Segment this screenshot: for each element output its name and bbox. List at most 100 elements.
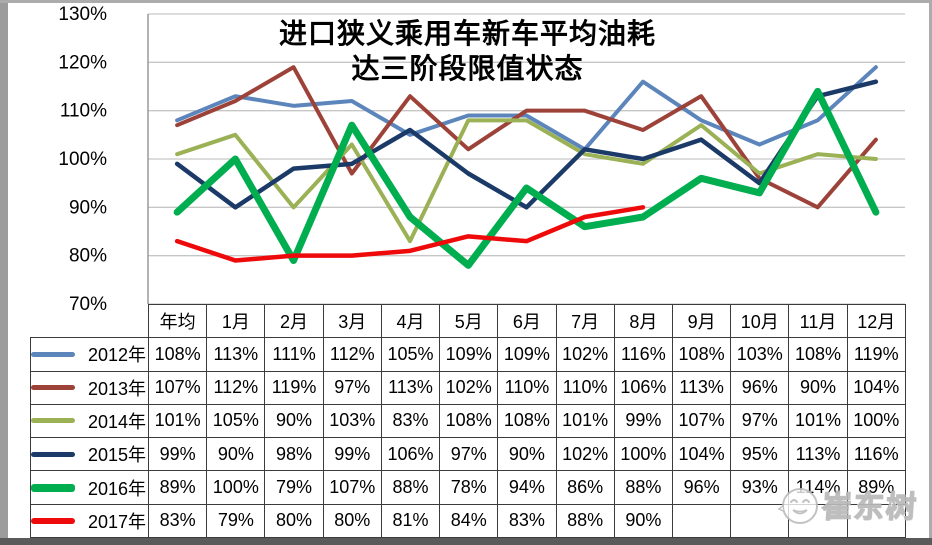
table-cell: 113% [380,370,441,405]
table-cell: 80% [264,503,324,539]
table-cell: 107% [671,403,732,439]
table-cell: 94% [497,470,557,505]
series-line-2015年 [174,79,879,210]
table-cell: 113% [206,337,266,372]
table-cell: 90% [206,437,266,472]
table-cell: 100% [846,403,906,439]
legend-line-swatch [31,385,75,391]
y-axis-tick-label: 100% [58,149,107,170]
table-row-2014年: 2014年 101% 105% 90% 103% 83% 108% 108% 101% 99% 10… [30,403,906,439]
x-axis-header-row: 年均 1月 2月 3月 4月 5月 6月 7月 8月 9月 10月 11月 12月 [31,303,906,339]
table-cell: 108% [788,337,848,372]
table-cell: 90% [613,503,673,539]
y-axis-tick-label: 130% [58,4,107,25]
table-cell: 103% [730,337,790,372]
table-cell: 102% [439,370,499,405]
table-row-2016年: 2016年 89% 100% 79% 107% 88% 78% 94% 86% 88% 96% 93%… [30,470,906,505]
table-cell: 119% [264,370,324,405]
table-cell: 83% [147,503,208,539]
table-cell: 96% [671,470,732,505]
table-cell: 88% [555,503,615,539]
chart-title-line2: 达三阶段限值状态 [351,53,584,84]
table-row-2013年: 2013年 107% 112% 119% 97% 113% 102% 110% 110% 106%… [30,370,906,405]
x-axis-category-header: 9月 [671,303,732,339]
table-cell: 99% [147,437,208,472]
table-cell: 106% [613,370,673,405]
series-line-2014年 [175,118,878,244]
table-cell: 89% [147,470,208,505]
series-name-label: 2013年 [87,378,146,399]
legend-line-swatch [31,351,75,357]
table-cell: 110% [555,370,615,405]
table-cell: 107% [147,370,208,405]
y-axis-tick-label: 80% [69,246,107,267]
table-cell: 100% [613,437,673,472]
table-cell: 106% [380,437,441,472]
series-line-2013年 [175,65,878,210]
table-cell [730,503,790,539]
data-table: 年均 1月 2月 3月 4月 5月 6月 7月 8月 9月 10月 11月 12月 2012年 108% 11… [30,303,906,539]
series-name-label: 2016年 [87,478,146,499]
chart-title-line1: 进口狭义乘用车新车平均油耗 [278,18,656,49]
table-cell: 84% [439,503,499,539]
table-cell: 104% [846,370,906,405]
legend-line-swatch [31,418,75,424]
table-cell: 83% [497,503,557,539]
x-axis-category-header: 年均 [147,303,208,339]
table-cell: 110% [497,370,557,405]
table-cell: 102% [555,437,615,472]
table-cell: 107% [322,470,382,505]
table-cell: 102% [555,337,615,372]
series-name-label: 2015年 [87,445,146,466]
frame-edge-right [929,0,932,545]
table-cell: 88% [613,470,673,505]
table-cell: 100% [206,470,266,505]
table-cell: 101% [788,403,848,439]
table-cell: 108% [147,337,208,372]
table-cell: 97% [322,370,382,405]
table-row-2017年: 2017年 83% 79% 80% 80% 81% 84% 83% 88% 90% [30,503,906,539]
table-row-2015年: 2015年 99% 90% 98% 99% 106% 97% 90% 102% 100% 104% 9… [30,437,906,472]
series-line-2012年 [175,65,878,152]
table-cell: 90% [788,370,848,405]
table-cell [671,503,732,539]
table-cell: 116% [613,337,673,372]
table-cell: 83% [380,403,441,439]
table-cell [846,503,906,539]
table-cell: 95% [730,437,790,472]
table-corner-cell [31,305,149,338]
table-cell: 97% [439,437,499,472]
y-axis-tick-label: 70% [69,294,107,315]
table-cell: 79% [206,503,266,539]
table-cell: 90% [264,403,324,439]
frame-edge-bottom [0,538,932,545]
table-cell: 99% [322,437,382,472]
legend-line-swatch [31,483,75,492]
frame-edge-left [0,0,8,545]
series-line-2016年 [173,87,880,269]
x-axis-category-header: 10月 [730,303,790,339]
table-cell: 111% [264,337,324,372]
series-name-label: 2014年 [87,411,146,432]
series-legend-cell: 2014年 [30,403,149,439]
series-legend-cell: 2016年 [30,470,149,505]
x-axis-category-header: 5月 [439,303,499,339]
table-cell: 97% [730,403,790,439]
x-axis-category-header: 8月 [613,303,673,339]
x-axis-category-header: 3月 [322,303,382,339]
table-cell: 101% [555,403,615,439]
x-axis-category-header: 12月 [846,303,906,339]
table-cell: 109% [439,337,499,372]
table-cell [788,503,848,539]
series-line-2017年 [174,205,646,263]
table-cell: 105% [380,337,441,372]
y-axis-tick-label: 110% [60,101,107,122]
series-legend-cell: 2015年 [30,437,149,472]
series-legend-cell: 2012年 [30,337,149,372]
table-cell: 113% [788,437,848,472]
table-cell: 81% [380,503,441,539]
table-cell: 104% [671,437,732,472]
series-legend-cell: 2017年 [30,503,149,539]
table-cell: 86% [555,470,615,505]
